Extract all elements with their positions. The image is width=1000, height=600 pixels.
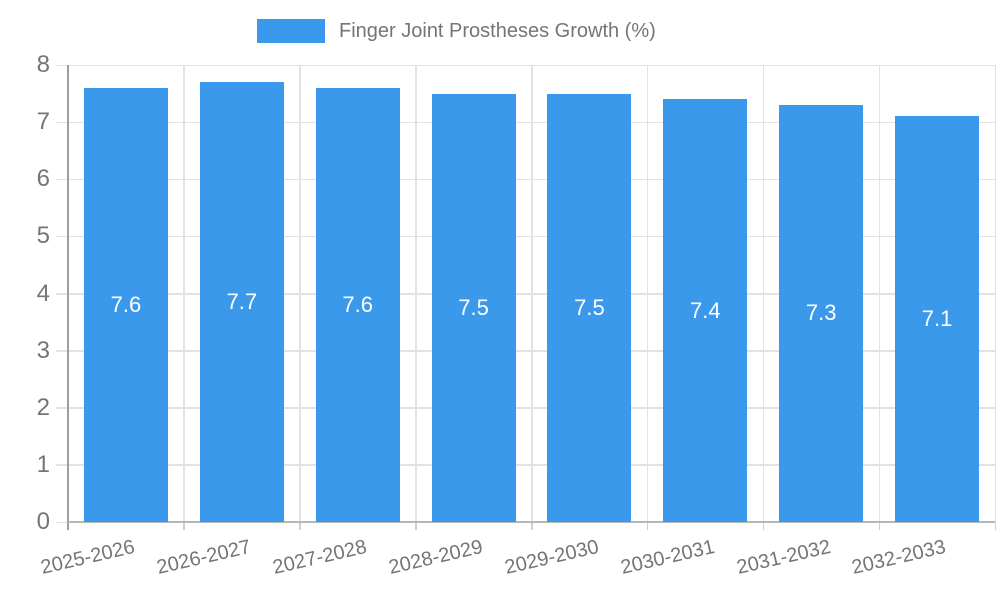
x-tick-label: 2032-2033 [850,535,949,579]
x-tick [299,522,301,530]
x-gridline [878,65,881,522]
bar-value-label: 7.4 [690,297,721,323]
x-tick [415,522,417,530]
y-tick-label: 8 [36,51,50,78]
x-tick-label: 2031-2032 [734,535,833,579]
x-gridline [183,65,185,522]
x-gridline [299,65,301,522]
x-gridline [994,65,996,522]
y-tick-label: 5 [36,222,50,250]
bar-value-label: 7.7 [226,289,258,315]
y-tick-label: 2 [36,393,50,421]
x-tick-label: 2030-2031 [618,535,717,579]
x-tick [183,522,185,530]
x-tick [762,522,765,530]
bar: 7.3 [779,104,864,522]
bar-value-label: 7.6 [110,291,142,317]
y-gridline [56,350,995,352]
x-gridline [531,65,533,522]
bar-value-label: 7.6 [342,291,373,317]
y-tick-label: 7 [36,108,50,136]
bar-value-label: 7.5 [458,294,489,320]
bar: 7.1 [895,116,980,522]
y-tick-label: 6 [36,165,50,193]
x-tick [531,522,533,530]
legend-label: Finger Joint Prostheses Growth (%) [339,19,656,42]
x-tick [994,522,996,530]
x-tick [878,522,881,530]
y-axis-line [67,65,69,530]
y-gridline [56,293,995,295]
bar-value-label: 7.5 [574,294,605,320]
x-gridline [646,65,649,522]
y-gridline [56,121,995,124]
bar: 7.5 [547,93,632,522]
bar: 7.6 [315,87,400,522]
y-gridline [56,464,995,466]
y-gridline [56,235,995,238]
x-tick-label: 2027-2028 [270,535,369,579]
x-tick-label: 2028-2029 [386,535,485,579]
x-tick [646,522,649,530]
bar: 7.5 [431,93,516,522]
legend-swatch [257,19,325,43]
y-gridline [56,64,995,66]
bar-value-label: 7.1 [921,306,953,332]
x-tick-label: 2029-2030 [502,535,601,579]
y-tick-label: 0 [36,508,50,535]
y-tick-label: 4 [36,279,50,307]
y-gridline [56,178,995,181]
y-tick-label: 3 [36,336,50,364]
x-axis-line [68,521,995,523]
bar: 7.6 [83,87,168,522]
x-gridline [762,65,765,522]
x-tick-label: 2026-2027 [154,535,253,579]
x-tick-label: 2025-2026 [38,535,138,579]
bar: 7.7 [199,82,284,522]
y-tick-label: 1 [36,450,50,478]
bar: 7.4 [663,99,748,522]
bar-value-label: 7.3 [805,300,837,326]
x-gridline [415,65,417,522]
y-gridline [56,407,995,409]
legend: Finger Joint Prostheses Growth (%) [257,19,656,43]
